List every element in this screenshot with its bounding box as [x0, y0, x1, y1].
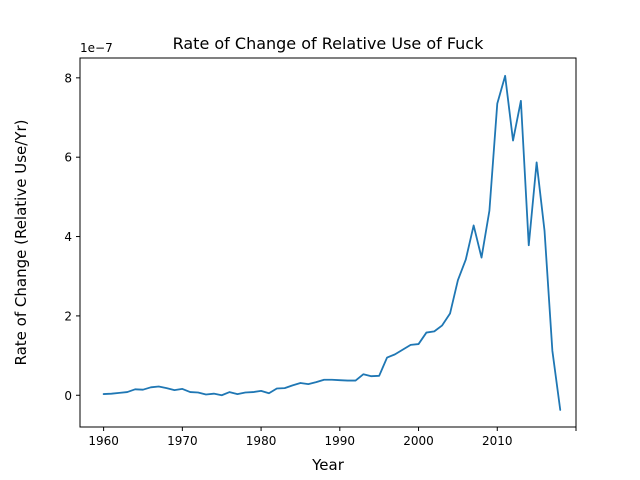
- axes-frame: [79, 57, 577, 428]
- x-axis-label: Year: [311, 456, 345, 474]
- y-axis-label: Rate of Change (Relative Use/Yr): [12, 120, 30, 366]
- y-tick-label: 8: [64, 71, 72, 85]
- chart-title: Rate of Change of Relative Use of Fuck: [173, 34, 484, 53]
- series-line: [102, 74, 562, 411]
- x-tick-label: 1960: [88, 434, 119, 448]
- x-tick-label: 1970: [167, 434, 198, 448]
- x-tick-label: 1990: [325, 434, 356, 448]
- y-tick-label: 2: [64, 309, 72, 323]
- x-tick-label: 1980: [246, 434, 277, 448]
- x-tick-label: 2000: [403, 434, 434, 448]
- x-axis-ticks: 1960 1970 1980 1990 2000 2010: [88, 427, 577, 448]
- x-tick-label: 2010: [482, 434, 513, 448]
- y-tick-label: 4: [64, 230, 72, 244]
- plot-area: [102, 74, 562, 411]
- y-tick-label: 0: [64, 389, 72, 403]
- y-axis-offset-label: 1e−7: [80, 41, 113, 55]
- y-axis-ticks: 0 2 4 6 8: [64, 71, 80, 403]
- y-tick-label: 6: [64, 151, 72, 165]
